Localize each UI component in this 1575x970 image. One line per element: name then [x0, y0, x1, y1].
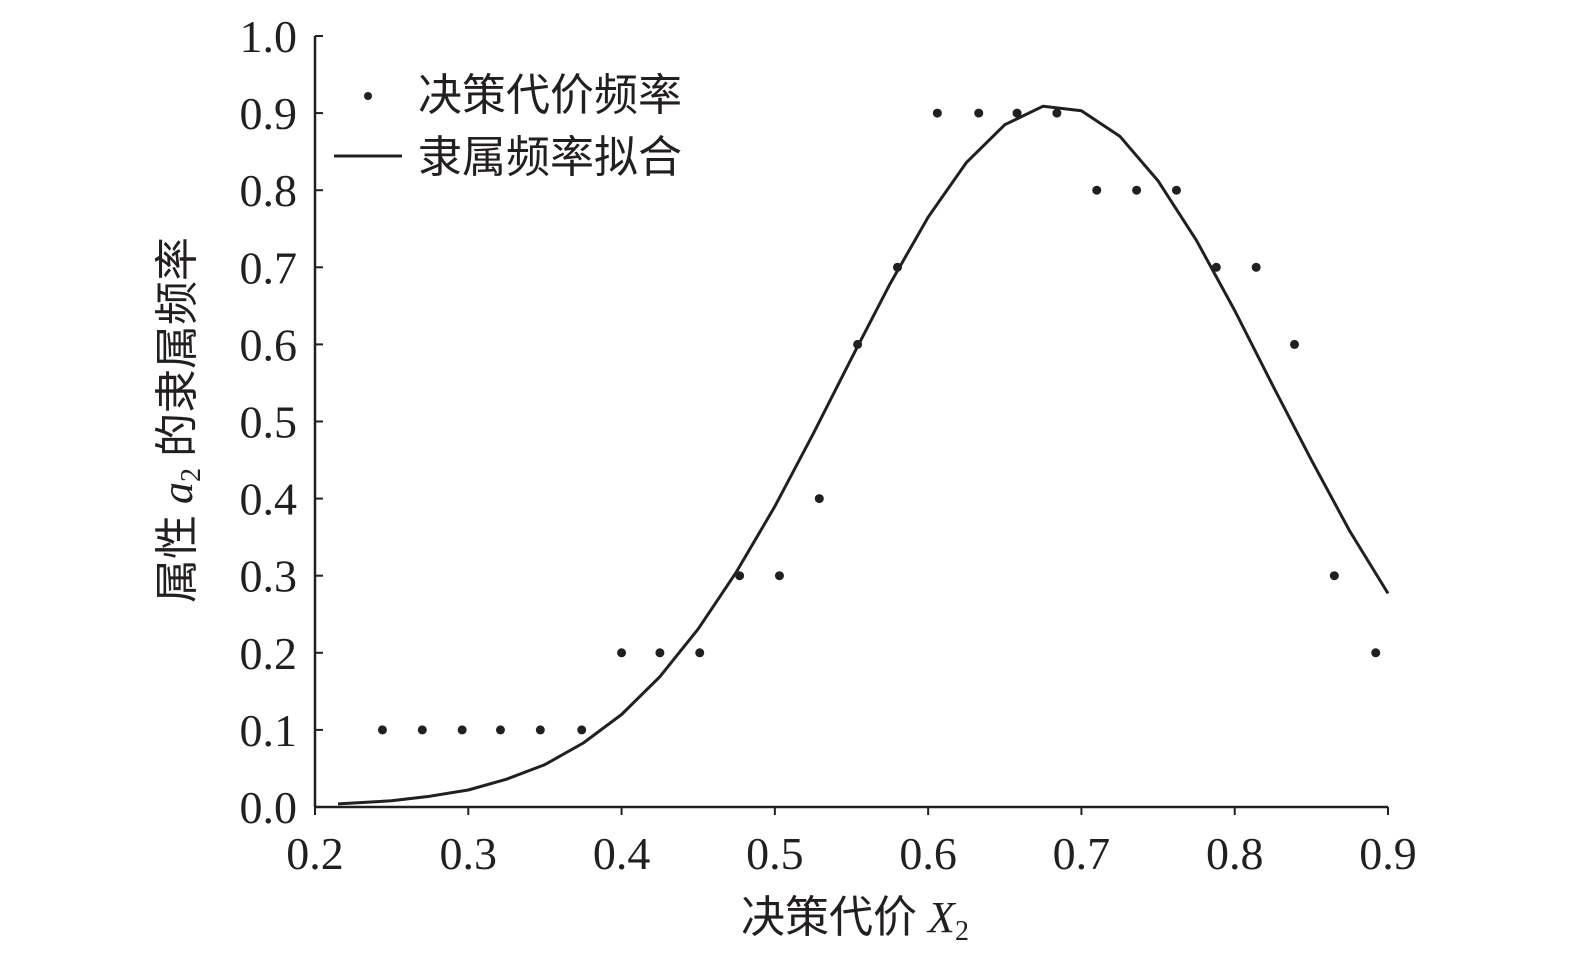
x-tick-label: 0.3 [440, 828, 498, 879]
data-point [655, 648, 665, 658]
y-tick-label: 0.1 [240, 705, 298, 756]
x-tick-label: 0.4 [593, 828, 651, 879]
legend-scatter-label: 决策代价频率 [418, 71, 682, 120]
y-tick-label: 0.6 [240, 319, 298, 370]
axes: 0.2 0.3 0.4 0.5 0.6 0.7 0.8 0.9 0.0 0.1 0.2 0.3 0.4 0… [240, 11, 1417, 879]
data-point [1211, 262, 1221, 272]
data-point [377, 725, 387, 735]
data-point [577, 725, 587, 735]
data-point [1052, 108, 1062, 118]
data-point [1251, 262, 1261, 272]
y-tick-label: 0.5 [240, 397, 298, 448]
data-point [974, 108, 984, 118]
y-tick-label: 0.0 [240, 782, 298, 833]
data-point [735, 571, 745, 581]
y-tick-label: 0.2 [240, 628, 298, 679]
data-point [1171, 185, 1181, 195]
data-point [1092, 185, 1102, 195]
x-axis-label: 决策代价 X2 [741, 893, 969, 947]
fit-curve [337, 104, 1390, 806]
data-point [417, 725, 427, 735]
data-point [853, 339, 863, 349]
legend: 决策代价频率 隶属频率拟合 [334, 71, 682, 182]
data-point [457, 725, 467, 735]
data-point [695, 648, 705, 658]
data-point [932, 108, 942, 118]
data-point [1329, 571, 1339, 581]
x-tick-label: 0.5 [746, 828, 804, 879]
data-point [1289, 339, 1299, 349]
data-point [495, 725, 505, 735]
x-tick-label: 0.8 [1206, 828, 1264, 879]
data-point [1012, 108, 1022, 118]
y-tick-label: 0.9 [240, 88, 298, 139]
y-tick-label: 0.3 [240, 551, 298, 602]
y-tick-label: 0.7 [240, 242, 298, 293]
data-point [774, 571, 784, 581]
data-point [1132, 185, 1142, 195]
x-tick-label: 0.7 [1053, 828, 1111, 879]
data-point [535, 725, 545, 735]
y-axis-label: 属性 a2 的隶属频率 [153, 237, 207, 603]
data-point [1371, 648, 1381, 658]
y-tick-label: 0.8 [240, 165, 298, 216]
marks [337, 104, 1390, 806]
x-tick-label: 0.9 [1359, 828, 1417, 879]
legend-line-label: 隶属频率拟合 [418, 133, 682, 182]
x-tick-label: 0.6 [899, 828, 957, 879]
y-tick-label: 0.4 [240, 474, 298, 525]
y-tick-label: 1.0 [240, 11, 298, 62]
x-tick-label: 0.2 [286, 828, 344, 879]
data-point [617, 648, 627, 658]
legend-scatter-marker [364, 92, 372, 100]
data-point [814, 494, 824, 504]
data-point [892, 262, 902, 272]
